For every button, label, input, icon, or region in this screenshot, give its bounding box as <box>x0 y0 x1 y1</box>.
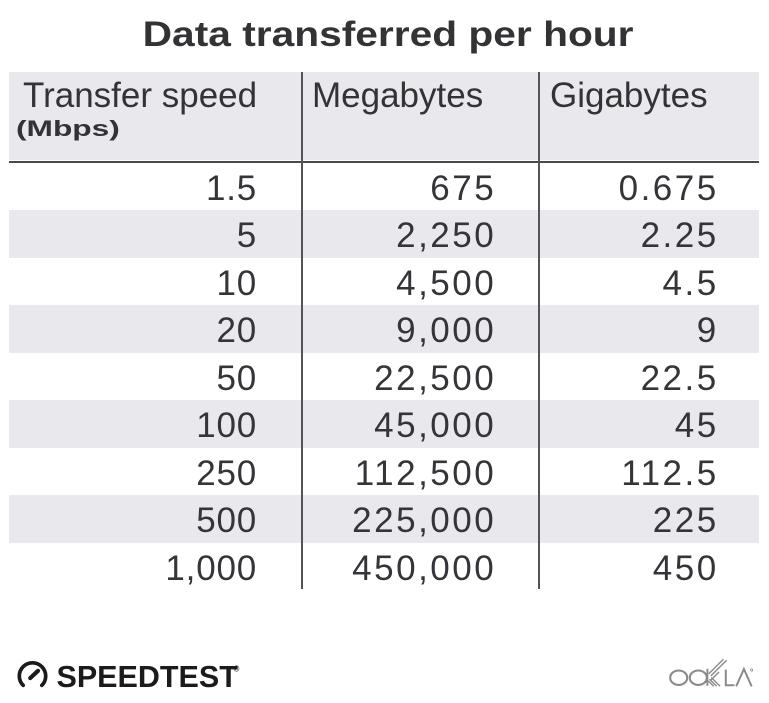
svg-text:®: ® <box>234 665 240 674</box>
svg-text:SPEEDTEST: SPEEDTEST <box>57 660 239 694</box>
